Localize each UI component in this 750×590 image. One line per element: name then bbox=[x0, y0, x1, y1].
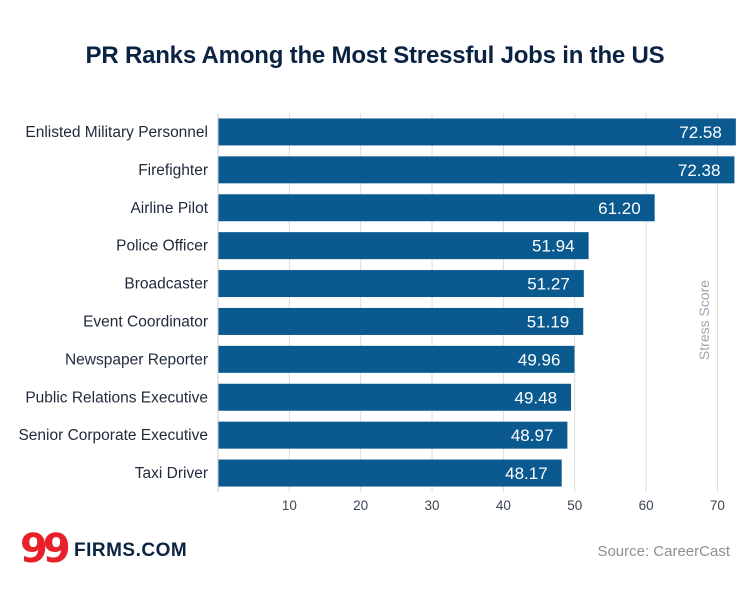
category-label-6: Newspaper Reporter bbox=[65, 351, 208, 368]
category-label-9: Taxi Driver bbox=[135, 465, 208, 482]
bar-6 bbox=[218, 345, 575, 373]
tick-label-20: 20 bbox=[353, 498, 368, 513]
source-note: Source: CareerCast bbox=[597, 543, 730, 560]
bar-7 bbox=[218, 383, 572, 411]
chart-title: PR Ranks Among the Most Stressful Jobs i… bbox=[85, 42, 665, 69]
tick-label-30: 30 bbox=[425, 498, 440, 513]
category-label-8: Senior Corporate Executive bbox=[18, 427, 208, 444]
category-label-5: Event Coordinator bbox=[83, 313, 208, 330]
tick-label-70: 70 bbox=[710, 498, 725, 513]
bar-9 bbox=[218, 459, 562, 487]
value-label-6: 49.96 bbox=[518, 350, 561, 369]
value-label-4: 51.27 bbox=[527, 275, 570, 294]
value-label-1: 72.38 bbox=[678, 161, 721, 180]
bar-1 bbox=[218, 156, 735, 184]
category-label-1: Firefighter bbox=[138, 162, 208, 179]
bar-2 bbox=[218, 194, 655, 222]
logo-text: FIRMS.COM bbox=[74, 540, 188, 561]
tick-label-10: 10 bbox=[282, 498, 297, 513]
bar-0 bbox=[218, 118, 736, 146]
bar-5 bbox=[218, 307, 584, 335]
value-label-9: 48.17 bbox=[505, 464, 548, 483]
logo-number: 99 bbox=[20, 526, 71, 572]
value-label-8: 48.97 bbox=[511, 426, 554, 445]
value-label-7: 49.48 bbox=[514, 388, 557, 407]
category-label-0: Enlisted Military Personnel bbox=[25, 124, 208, 141]
category-label-4: Broadcaster bbox=[124, 276, 208, 293]
99firms-logo: 99 FIRMS.COM bbox=[20, 526, 187, 572]
category-label-2: Airline Pilot bbox=[130, 200, 208, 217]
value-label-2: 61.20 bbox=[598, 199, 641, 218]
value-label-3: 51.94 bbox=[532, 237, 575, 256]
value-label-0: 72.58 bbox=[679, 123, 722, 142]
value-label-5: 51.19 bbox=[527, 312, 570, 331]
tick-label-40: 40 bbox=[496, 498, 511, 513]
tick-label-60: 60 bbox=[639, 498, 654, 513]
bar-chart: Enlisted Military Personnel 72.58 Firefigh… bbox=[18, 113, 736, 513]
bar-4 bbox=[218, 270, 584, 298]
axis-title: Stress Score bbox=[696, 280, 712, 360]
tick-label-50: 50 bbox=[567, 498, 582, 513]
bar-8 bbox=[218, 421, 568, 449]
category-label-3: Police Officer bbox=[116, 238, 208, 255]
category-label-7: Public Relations Executive bbox=[25, 389, 208, 406]
bar-3 bbox=[218, 232, 589, 260]
